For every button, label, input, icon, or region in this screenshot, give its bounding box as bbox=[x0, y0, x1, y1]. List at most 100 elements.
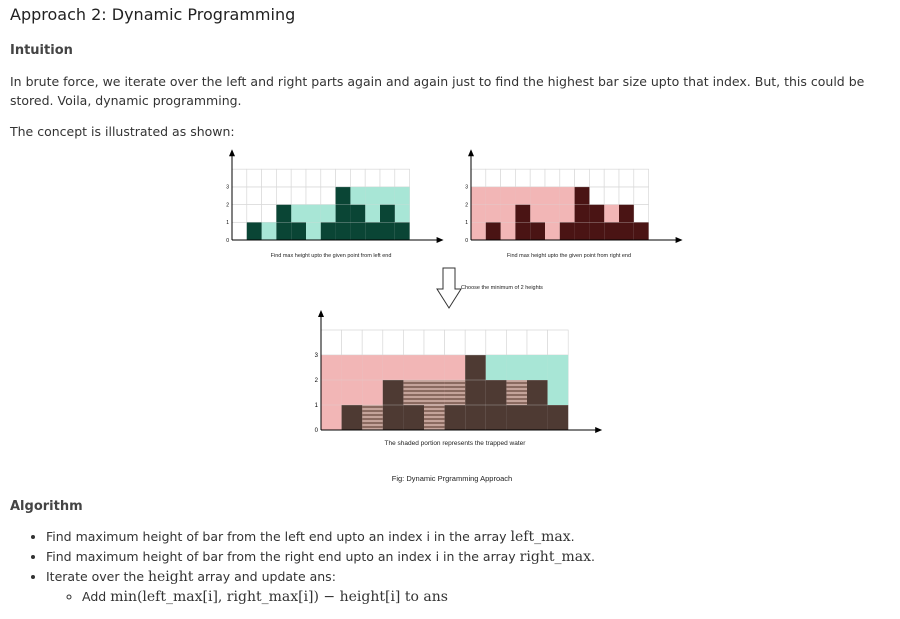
bar bbox=[559, 222, 575, 240]
right-max-chart: 0 1 2 3 bbox=[465, 149, 683, 244]
bar bbox=[506, 405, 527, 430]
left-chart-caption: Find max height upto the given point fro… bbox=[271, 253, 392, 259]
algorithm-heading: Algorithm bbox=[10, 499, 83, 514]
left-excess-cell bbox=[527, 355, 548, 380]
grid-cell bbox=[589, 186, 605, 205]
grid-cell bbox=[603, 168, 620, 188]
bar bbox=[394, 222, 410, 240]
max-fill-cell bbox=[321, 355, 342, 430]
figure-caption: Fig: Dynamic Prgramming Approach bbox=[392, 474, 512, 483]
arrow-label: Choose the minimum of 2 heights bbox=[461, 285, 543, 291]
grid-cell bbox=[485, 329, 507, 356]
grid-cell bbox=[290, 186, 307, 205]
bar bbox=[341, 405, 363, 430]
grid-cell bbox=[305, 168, 322, 188]
grid-cell bbox=[246, 186, 262, 205]
grid-cell bbox=[526, 329, 548, 356]
bar bbox=[444, 405, 466, 430]
grid-cell bbox=[261, 168, 277, 188]
grid-cell bbox=[547, 329, 569, 356]
grid-cell bbox=[320, 186, 336, 205]
grid-cell bbox=[470, 168, 487, 188]
grid-cell bbox=[320, 168, 336, 188]
bar bbox=[291, 222, 306, 240]
grid-cell bbox=[464, 329, 487, 356]
algorithm-substep: Add min(left_max[i], right_max[i]) − hei… bbox=[82, 587, 595, 607]
trapped-water-chart: 0 1 2 3 bbox=[315, 310, 603, 434]
right-chart-caption: Find max height upto the given point fro… bbox=[507, 253, 631, 259]
grid-cell bbox=[589, 168, 605, 188]
grid-cell bbox=[544, 168, 561, 188]
grid-cell bbox=[305, 186, 322, 205]
y-tick-label: 0 bbox=[226, 238, 229, 244]
grid-cell bbox=[515, 168, 531, 188]
bar bbox=[403, 405, 424, 430]
bar bbox=[547, 405, 569, 430]
y-axis-arrow-icon bbox=[468, 149, 474, 157]
max-fill-cell bbox=[604, 204, 619, 223]
algorithm-step: Find maximum height of bar from the righ… bbox=[46, 547, 595, 567]
grid-cell bbox=[261, 204, 277, 223]
bar bbox=[633, 222, 649, 240]
grid-cell bbox=[633, 204, 649, 223]
grid-cell bbox=[382, 329, 404, 356]
grid-cell bbox=[559, 168, 575, 188]
water-cell bbox=[362, 405, 383, 430]
grid-cell bbox=[231, 221, 248, 241]
y-axis-arrow-icon bbox=[229, 149, 235, 157]
grid-cell bbox=[633, 186, 649, 205]
algorithm-step: Find maximum height of bar from the left… bbox=[46, 527, 595, 547]
intuition-heading: Intuition bbox=[10, 43, 73, 58]
grid-cell bbox=[574, 168, 590, 188]
max-fill-cell bbox=[471, 186, 486, 240]
max-fill-cell bbox=[545, 186, 560, 240]
bar bbox=[335, 186, 351, 240]
grid-cell bbox=[444, 329, 466, 356]
max-fill-cell bbox=[382, 355, 404, 380]
y-axis-arrow-icon bbox=[318, 310, 324, 317]
bottom-chart-caption: The shaded portion represents the trappe… bbox=[385, 440, 527, 447]
grid-cell bbox=[290, 168, 307, 188]
grid-cell bbox=[403, 329, 425, 356]
bar bbox=[530, 222, 545, 240]
intuition-paragraph: In brute force, we iterate over the left… bbox=[10, 74, 865, 108]
max-fill-cell bbox=[320, 204, 336, 223]
grid-cell bbox=[246, 168, 262, 188]
grid-cell bbox=[246, 204, 262, 223]
bar bbox=[320, 222, 336, 240]
grid-cell bbox=[231, 168, 248, 188]
grid-cell bbox=[231, 204, 248, 223]
y-tick-label: 1 bbox=[226, 220, 229, 226]
y-tick-label: 1 bbox=[465, 220, 468, 226]
update-formula: min(left_max[i], right_max[i]) − height[… bbox=[110, 589, 401, 605]
max-fill-cell bbox=[500, 186, 516, 240]
grid-cell bbox=[361, 329, 384, 356]
y-tick-label: 3 bbox=[465, 185, 468, 191]
bar bbox=[485, 222, 501, 240]
grid-cell bbox=[500, 168, 516, 188]
grid-cell bbox=[485, 168, 501, 188]
x-axis-arrow-icon bbox=[675, 237, 683, 243]
y-tick-label: 2 bbox=[226, 202, 229, 208]
left-excess-cell bbox=[485, 355, 507, 380]
grid-cell bbox=[529, 168, 546, 188]
page-title: Approach 2: Dynamic Programming bbox=[10, 5, 296, 24]
water-cell bbox=[403, 380, 424, 405]
water-cell bbox=[444, 380, 466, 405]
grid-cell bbox=[394, 168, 410, 188]
algorithm-step: Iterate over the height array and update… bbox=[46, 567, 595, 607]
max-fill-cell bbox=[380, 186, 395, 205]
height-var: height bbox=[147, 569, 194, 585]
grid-cell bbox=[506, 329, 528, 356]
down-arrow-icon bbox=[436, 267, 462, 309]
y-tick-label: 1 bbox=[315, 403, 319, 409]
y-tick-label: 2 bbox=[465, 202, 468, 208]
y-tick-label: 2 bbox=[315, 378, 319, 384]
max-fill-cell bbox=[261, 222, 277, 240]
bar bbox=[604, 222, 619, 240]
grid-cell bbox=[618, 186, 635, 205]
y-tick-label: 0 bbox=[315, 428, 319, 434]
water-cell bbox=[506, 380, 527, 405]
left-excess-cell bbox=[547, 355, 569, 405]
y-tick-label: 3 bbox=[315, 353, 319, 359]
